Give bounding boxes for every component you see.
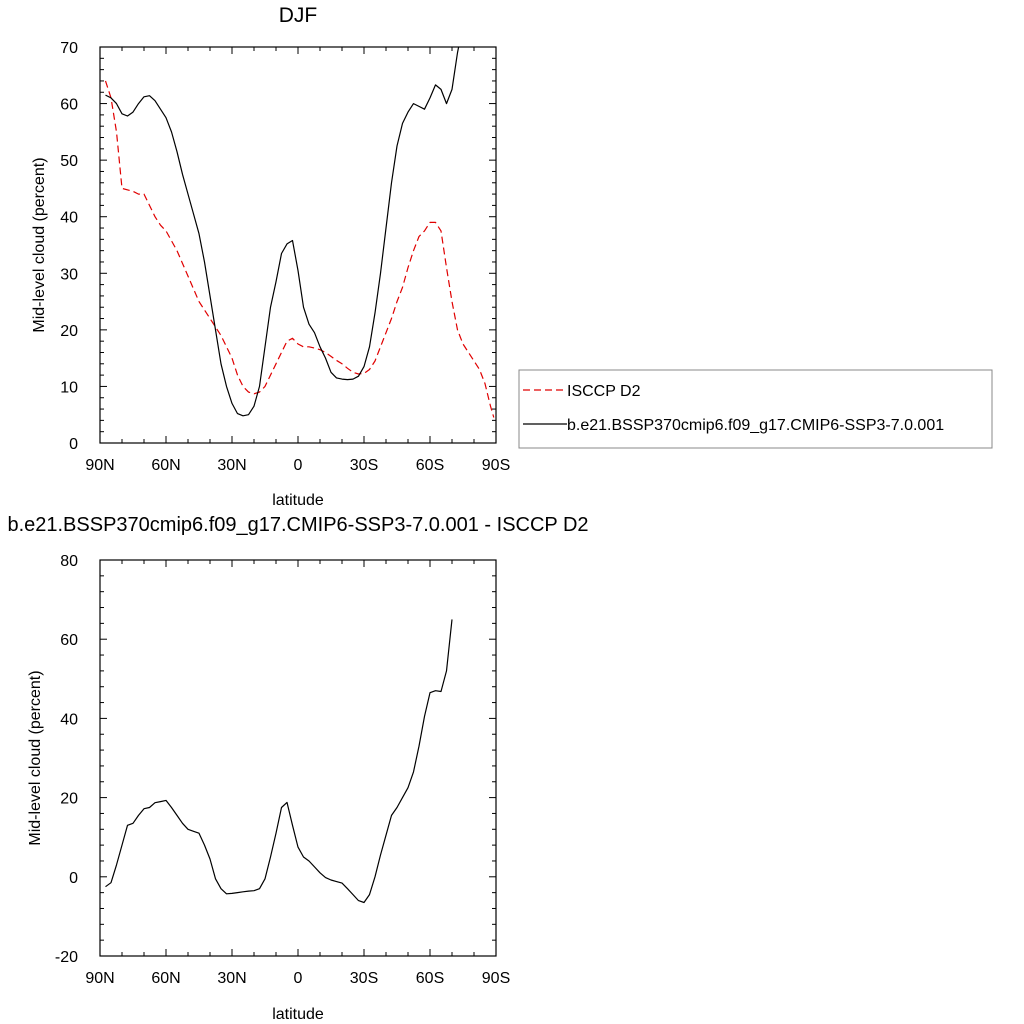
top-y-tick-label: 50 (60, 153, 78, 170)
bottom-y-tick-label: -20 (55, 949, 78, 966)
top-x-tick-label: 60N (151, 457, 180, 474)
top-plot-area: 90N 60N 30N 0 30S 60S 90S 0 10 20 30 40 50 60 70 (60, 40, 510, 474)
bottom-x-axis-label: latitude (272, 1006, 324, 1023)
bottom-series-line-0 (105, 619, 453, 904)
top-y-tick-label: 30 (60, 266, 78, 283)
legend-box (518, 369, 993, 449)
top-x-tick-label: 90S (482, 457, 510, 474)
bottom-panel-title: b.e21.BSSP370cmip6.f09_g17.CMIP6-SSP3-7.… (7, 514, 588, 536)
top-x-tick-label: 30S (350, 457, 378, 474)
bottom-panel: b.e21.BSSP370cmip6.f09_g17.CMIP6-SSP3-7.… (7, 514, 588, 1023)
bottom-x-tick-label: 90S (482, 970, 510, 987)
top-y-tick-label: 40 (60, 210, 78, 227)
bottom-y-tick-label: 80 (60, 553, 78, 570)
top-y-tick-label: 60 (60, 97, 78, 114)
top-panel-title: DJF (279, 4, 318, 27)
bottom-y-tick-label: 40 (60, 711, 78, 728)
top-y-axis-label: Mid-level cloud (percent) (31, 157, 48, 332)
bottom-x-tick-label: 30N (217, 970, 246, 987)
top-y-tick-label: 20 (60, 323, 78, 340)
bottom-x-tick-label: 30S (350, 970, 378, 987)
bottom-y-tick-label: 60 (60, 632, 78, 649)
bottom-plot-frame (99, 559, 497, 957)
top-x-tick-label: 90N (85, 457, 114, 474)
bottom-x-tick-label: 0 (294, 970, 303, 987)
top-series-line-1 (105, 46, 460, 417)
top-x-tick-label: 30N (217, 457, 246, 474)
bottom-x-tick-label: 90N (85, 970, 114, 987)
legend: ISCCP D2 b.e21.BSSP370cmip6.f09_g17.CMIP… (518, 369, 993, 449)
bottom-plot-area: 90N 60N 30N 0 30S 60S 90S -20 0 20 40 60 80 (55, 553, 510, 987)
bottom-y-axis-label: Mid-level cloud (percent) (27, 670, 44, 845)
top-x-tick-label: 60S (416, 457, 444, 474)
bottom-x-tick-label: 60N (151, 970, 180, 987)
top-y-tick-label: 10 (60, 379, 78, 396)
bottom-y-tick-label: 20 (60, 791, 78, 808)
top-x-axis-label: latitude (272, 492, 324, 509)
top-series-line-0 (104, 80, 495, 418)
top-y-tick-label: 0 (69, 436, 78, 453)
bottom-y-tick-label: 0 (69, 870, 78, 887)
legend-label-isccp: ISCCP D2 (567, 383, 641, 400)
top-y-tick-label: 70 (60, 40, 78, 57)
legend-label-model: b.e21.BSSP370cmip6.f09_g17.CMIP6-SSP3-7.… (567, 417, 944, 434)
bottom-x-tick-label: 60S (416, 970, 444, 987)
top-panel: DJF 90N 60N 30N 0 30S 60S 90S 0 10 20 30 40 50 60 70 l… (31, 4, 510, 509)
top-x-tick-label: 0 (294, 457, 303, 474)
